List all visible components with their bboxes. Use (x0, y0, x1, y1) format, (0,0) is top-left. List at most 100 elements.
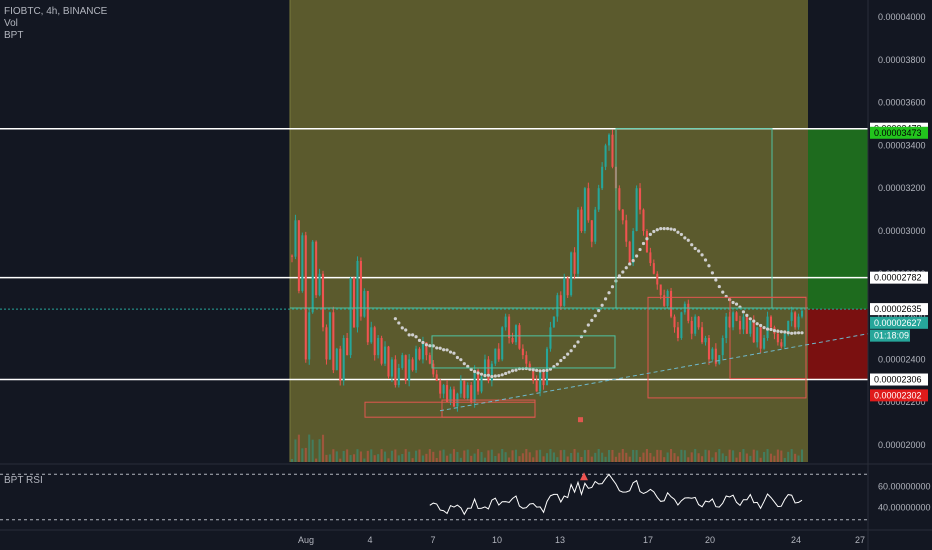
candle-body (352, 278, 356, 328)
volume-bar (525, 449, 528, 462)
candle-body (797, 316, 800, 328)
candle-body (707, 338, 710, 360)
volume-bar (632, 449, 635, 462)
candle-body (732, 312, 735, 328)
ma-dot (562, 355, 566, 360)
volume-bar (659, 450, 662, 462)
volume-bar (328, 454, 331, 462)
ma-dot (710, 271, 715, 275)
candle-body (628, 241, 631, 264)
candle-body (714, 348, 717, 364)
candle-body (721, 338, 724, 356)
ma-dot (455, 355, 460, 360)
candle-body (580, 209, 583, 231)
badge-text: 0.00002627 (874, 318, 922, 328)
candle-body (497, 348, 500, 360)
ma-dot (428, 344, 432, 348)
volume-bar (332, 449, 335, 462)
ma-dot (435, 346, 439, 350)
volume-bar (556, 457, 559, 462)
ma-dot (538, 369, 542, 373)
ma-dot (507, 370, 511, 374)
volume-bar (366, 450, 369, 462)
candle-body (511, 338, 514, 343)
ma-dot (583, 329, 587, 333)
candle-body (645, 231, 648, 253)
candle-body (701, 327, 704, 343)
vol-label[interactable]: Vol (4, 18, 18, 29)
candle-body (470, 385, 473, 403)
ma-dot (765, 327, 770, 331)
volume-bar (415, 450, 418, 462)
volume-bar (297, 434, 300, 462)
ma-dot (790, 331, 794, 335)
symbol-label[interactable]: FIOBTC, 4h, BINANCE (4, 6, 108, 17)
candle-body (377, 338, 380, 356)
time-tick-label: Aug (298, 535, 314, 545)
ma-dot (572, 344, 577, 348)
ma-dot (752, 319, 756, 323)
candle-body (428, 355, 431, 364)
volume-bar (800, 449, 804, 462)
ma-dot (483, 373, 487, 378)
volume-bar (745, 453, 748, 462)
rsi-panel-title[interactable]: BPT RSI (4, 475, 43, 486)
candle-body (583, 188, 586, 231)
candle-body (518, 325, 521, 349)
ma-dot (452, 351, 456, 355)
candle-body (549, 327, 552, 349)
volume-bar (325, 454, 328, 462)
price-tick-label: 0.00002000 (878, 440, 926, 450)
time-tick-label: 17 (643, 535, 653, 545)
candle-body (394, 359, 397, 386)
candle-body (335, 348, 338, 371)
volume-bar (711, 457, 714, 462)
ma-dot (400, 326, 404, 330)
volume-bar (339, 458, 342, 462)
volume-bar (652, 456, 655, 462)
indicator-label[interactable]: BPT (4, 30, 24, 41)
ma-dot (769, 327, 773, 332)
volume-bar (773, 455, 776, 462)
volume-bar (501, 449, 504, 462)
ma-dot (634, 254, 639, 258)
candle-body (607, 134, 611, 146)
candle-body (563, 278, 566, 306)
volume-bar (738, 452, 742, 462)
volume-bar (511, 450, 514, 462)
volume-bar (435, 457, 438, 462)
volume-bar (528, 452, 531, 462)
candle-body (373, 327, 376, 356)
trendline (439, 333, 869, 412)
volume-bar (766, 449, 769, 462)
volume-bar (446, 455, 449, 462)
volume-bar (735, 457, 738, 462)
volume-bar (794, 453, 797, 462)
volume-bar (394, 449, 397, 462)
candle-body (449, 389, 452, 403)
volume-bar (614, 456, 617, 462)
price-tick-label: 0.00003800 (878, 55, 926, 65)
rsi-tick-label: 40.00000000 (878, 502, 931, 512)
ma-dot (397, 321, 401, 325)
volume-bar (349, 455, 352, 462)
candle-body (749, 320, 752, 334)
candle-body (425, 342, 428, 356)
volume-bar (797, 455, 800, 462)
badge-bg (870, 389, 928, 402)
candle-body (508, 316, 511, 338)
candle-body (504, 316, 507, 328)
ma-dot (741, 310, 746, 314)
candle-body (673, 316, 676, 328)
volume-bar (487, 450, 490, 462)
candle-body (290, 255, 294, 257)
volume-bar (308, 434, 311, 462)
candle-body (590, 220, 593, 242)
level-label-text: 0.00002782 (874, 273, 922, 283)
ma-dot (648, 232, 652, 236)
volume-bar (421, 455, 424, 462)
volume-bar (680, 449, 683, 462)
ma-dot (714, 278, 718, 282)
candle-body (387, 346, 390, 377)
